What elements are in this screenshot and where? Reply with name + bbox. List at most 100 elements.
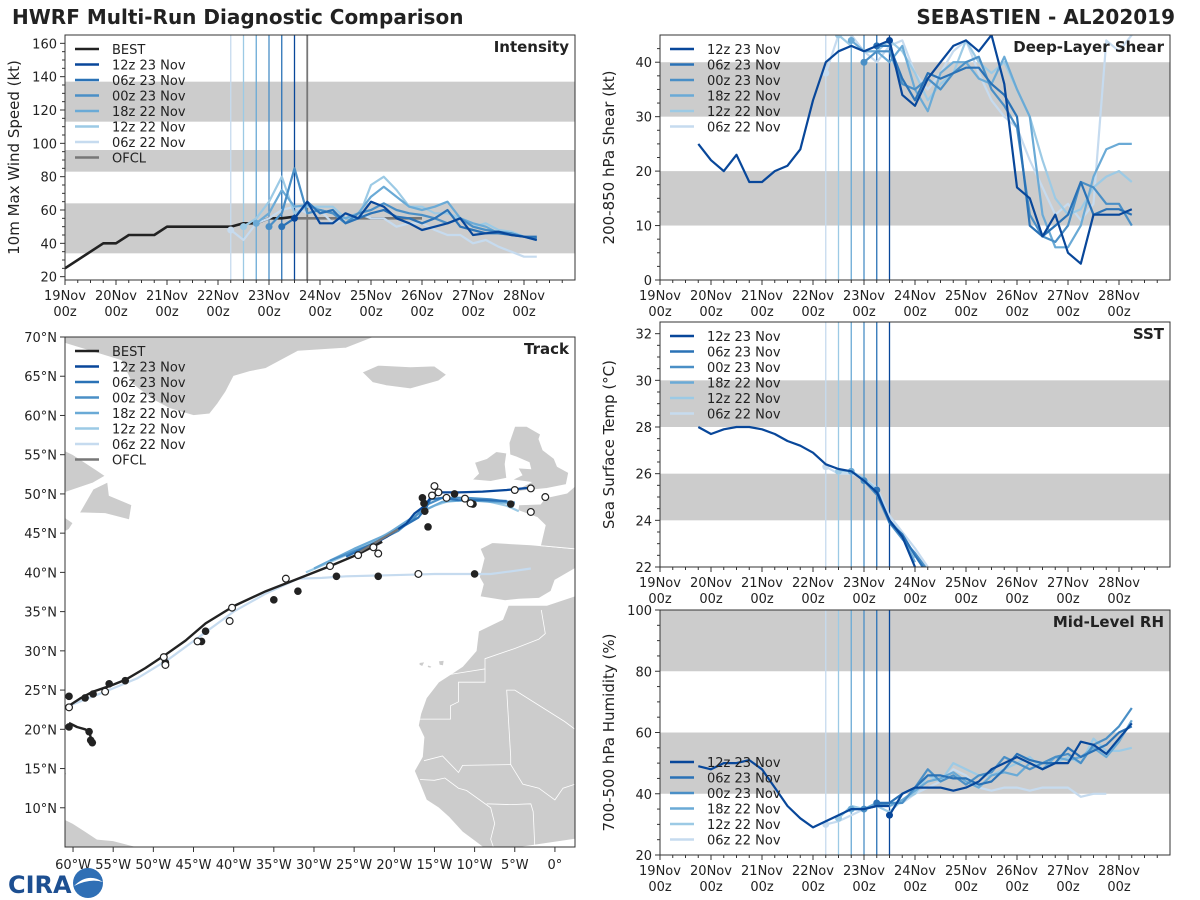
shear-xtick-label: 27Nov (1047, 289, 1089, 304)
track-point-filled (374, 572, 383, 581)
track-point-filled (65, 692, 73, 701)
intensity-init-marker (252, 219, 260, 227)
track-point-filled (506, 500, 515, 508)
shear-xtick-label: 23Nov (843, 289, 885, 304)
track-point-filled (424, 523, 432, 531)
intensity-series-line (242, 175, 537, 240)
shear-series-line (888, 35, 1133, 265)
rh-ylabel: 700-500 hPa Humidity (%) (600, 633, 618, 831)
shear-ytick-label: 40 (635, 56, 652, 71)
track-ytick-label: 10°N (24, 802, 57, 817)
intensity-xtick-label: 00z (257, 305, 281, 320)
track-xtick-label: 50°W (135, 858, 171, 873)
sst-xtick-label: 22Nov (792, 576, 834, 591)
intensity-xtick-label: 00z (104, 305, 128, 320)
track-line (68, 577, 299, 707)
track-point-open (225, 617, 234, 626)
canary-island (438, 659, 445, 667)
shear-ylabel: 200-850 hPa Shear (kt) (600, 71, 618, 245)
intensity-legend-label: 18z 22 Nov (112, 105, 186, 120)
ireland-landmass (471, 451, 508, 482)
track-point-open (228, 603, 237, 612)
shear-legend-label: 12z 23 Nov (707, 43, 781, 58)
rh-xtick-label: 00z (954, 880, 978, 895)
intensity-ytick-label: 120 (32, 104, 57, 119)
intensity-legend-label: BEST (112, 43, 145, 58)
rh-ytick-label: 100 (627, 604, 652, 619)
intensity-xtick-label: 00z (308, 305, 332, 320)
track-point-open (430, 482, 439, 491)
sst-series-line (697, 425, 917, 567)
shear-series-line (824, 35, 1133, 222)
track-point-filled (470, 570, 479, 578)
intensity-xtick-label: 00z (512, 305, 536, 320)
cira-logo: CIRA (8, 868, 103, 899)
intensity-series-line (293, 200, 538, 242)
intensity-ytick-label: 160 (32, 37, 57, 52)
intensity-init-marker (291, 214, 298, 222)
iceland-landmass (361, 364, 448, 390)
shear-init-marker (822, 69, 830, 77)
shear-xtick-label: 19Nov (639, 289, 681, 304)
rh-ytick-label: 60 (635, 727, 652, 742)
britain-landmass (508, 425, 570, 495)
country-border (486, 803, 536, 847)
rh-init-marker (873, 799, 881, 807)
track-xtick-label: 25°W (336, 858, 372, 873)
track-ytick-label: 50°N (24, 488, 57, 503)
intensity-legend-label: 06z 23 Nov (112, 74, 186, 89)
sst-legend-label: 06z 22 Nov (707, 408, 781, 423)
intensity-legend-label: 00z 23 Nov (112, 90, 186, 105)
rh-xtick-label: 00z (648, 880, 672, 895)
intensity-ytick-label: 100 (32, 137, 57, 152)
sst-title: SST (1133, 325, 1165, 343)
track-point-open (161, 660, 170, 669)
track-point-open (428, 491, 437, 500)
rh-xtick-label: 00z (852, 880, 876, 895)
rh-ytick-label: 40 (635, 788, 652, 803)
track-point-open (65, 703, 74, 712)
country-border (418, 668, 486, 720)
track-point-open (101, 687, 110, 696)
track-legend-label: 12z 23 Nov (112, 361, 186, 376)
shear-legend-label: 12z 22 Nov (707, 105, 781, 120)
shear-init-marker (847, 36, 855, 44)
shear-ytick-label: 0 (644, 274, 652, 289)
intensity-init-marker (240, 223, 247, 231)
track-legend-label: 12z 22 Nov (112, 423, 186, 438)
track-xtick-label: 30°W (296, 858, 332, 873)
track-xtick-label: 0° (548, 858, 563, 873)
rh-xtick-label: 20Nov (690, 864, 732, 879)
rh-xtick-label: 00z (801, 880, 825, 895)
intensity-xtick-label: 20Nov (95, 289, 137, 304)
sst-xtick-label: 25Nov (945, 576, 987, 591)
rh-xtick-label: 22Nov (792, 864, 834, 879)
rh-xtick-label: 28Nov (1098, 864, 1140, 879)
intensity-ylabel: 10m Max Wind Speed (kt) (5, 60, 23, 255)
sst-xtick-label: 00z (801, 592, 825, 607)
track-point-filled (421, 507, 429, 515)
intensity-xtick-label: 00z (53, 305, 77, 320)
shear-legend-label: 06z 22 Nov (707, 121, 781, 136)
sst-band (660, 380, 1170, 427)
intensity-xtick-label: 24Nov (299, 289, 341, 304)
shear-series-line (697, 39, 890, 184)
track-point-open (193, 637, 202, 646)
track-point-filled (332, 572, 341, 581)
country-border (419, 777, 496, 847)
shear-series-group (697, 35, 1133, 265)
shear-xtick-label: 21Nov (741, 289, 783, 304)
track-xtick-label: 20°W (376, 858, 412, 873)
rh-legend-label: 06z 22 Nov (707, 834, 781, 849)
track-point-filled (88, 738, 97, 747)
track-point-open (326, 562, 335, 571)
track-legend-label: 18z 22 Nov (112, 407, 186, 422)
rh-legend-label: 12z 23 Nov (707, 756, 781, 771)
rh-band (660, 610, 1170, 672)
track-axes-frame (64, 336, 576, 848)
track-point-filled (294, 587, 302, 596)
rh-series-line (876, 725, 1133, 805)
intensity-init-marker (278, 223, 286, 231)
sst-ytick-label: 32 (635, 328, 652, 343)
track-point-open (374, 549, 383, 558)
